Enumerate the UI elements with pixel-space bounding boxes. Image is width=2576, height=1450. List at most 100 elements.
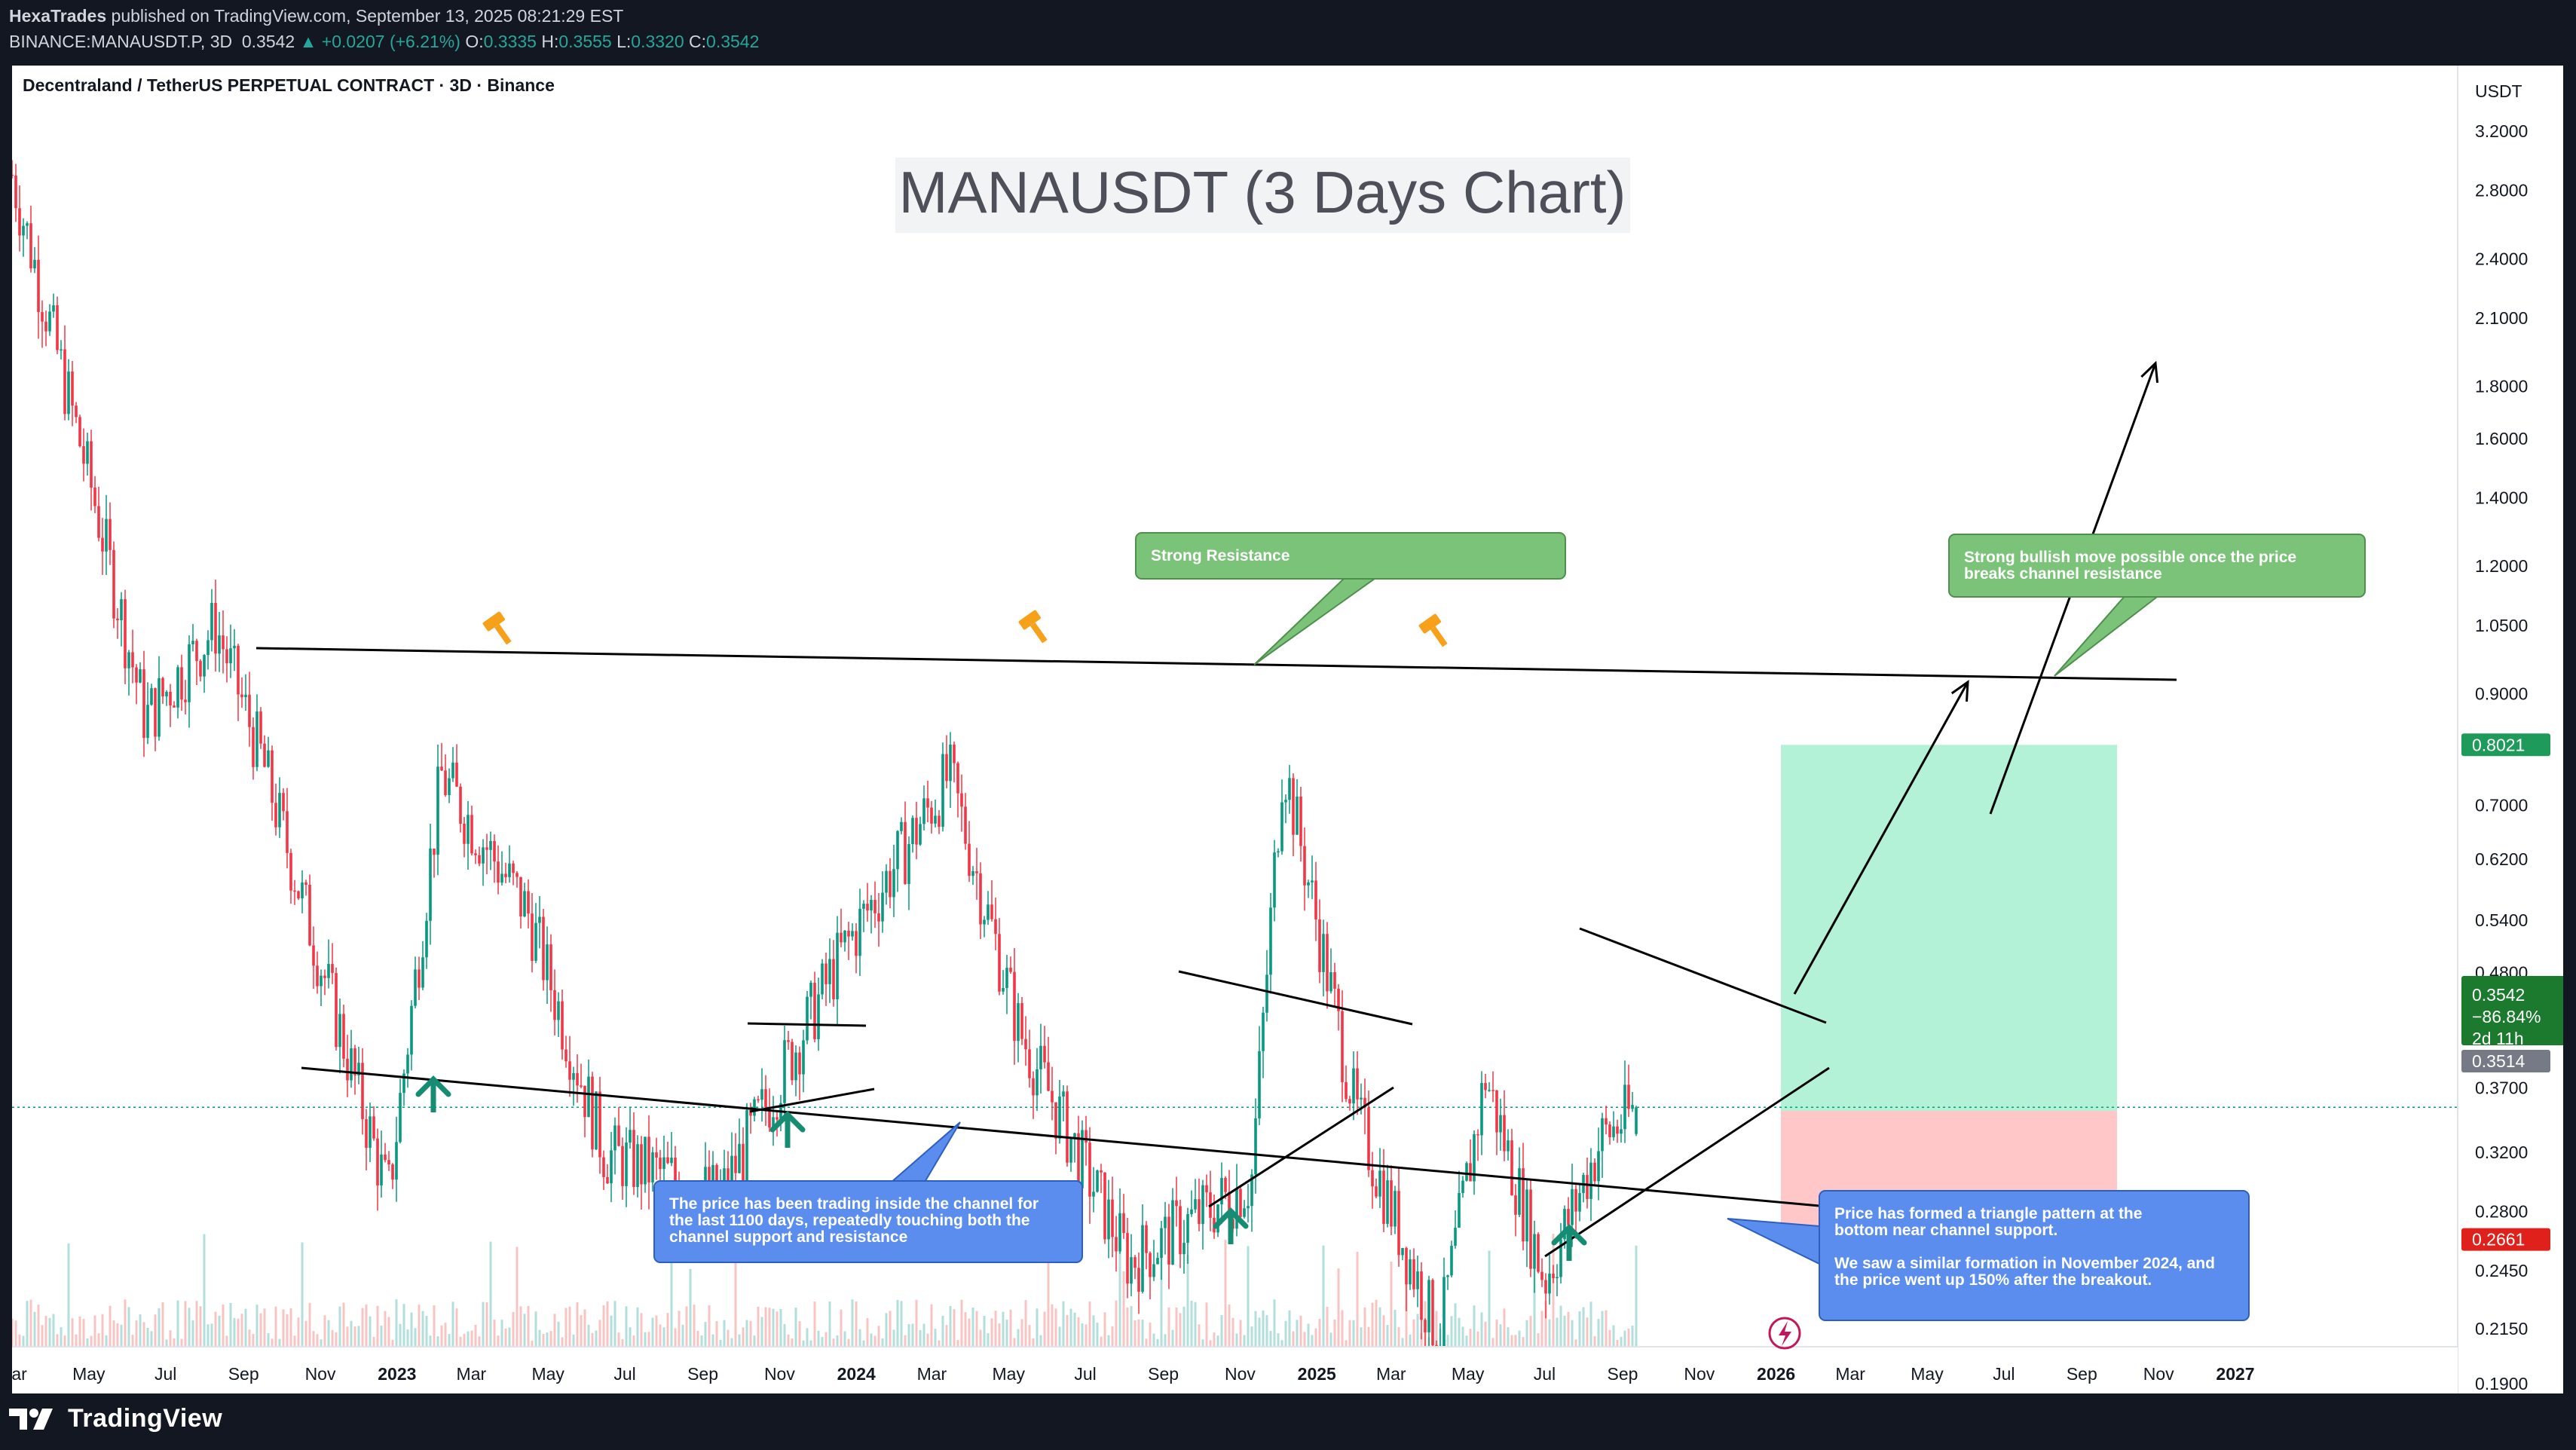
- publish-info: HexaTrades published on TradingView.com,…: [9, 6, 623, 26]
- candle-body: [1164, 1216, 1167, 1228]
- time-axis[interactable]: [12, 1347, 2458, 1393]
- candle-body: [218, 635, 221, 654]
- volume-bar: [1510, 1335, 1513, 1347]
- volume-bar: [760, 1317, 763, 1347]
- volume-bar: [745, 1320, 748, 1347]
- chart-title-box: [895, 158, 1630, 233]
- volume-bar: [440, 1325, 443, 1347]
- volume-bar: [467, 1331, 470, 1347]
- triangle-2024-upper-line[interactable]: [1178, 970, 1413, 1026]
- open-label: O:: [465, 32, 484, 51]
- candle-body: [632, 1130, 635, 1188]
- candle-body: [440, 766, 443, 771]
- volume-bar: [1299, 1315, 1302, 1347]
- range-top-line[interactable]: [747, 1022, 867, 1027]
- low-label: L:: [616, 32, 632, 51]
- candle-body: [1360, 1097, 1363, 1100]
- candle-body: [361, 1063, 364, 1120]
- candle-body: [1081, 1130, 1084, 1188]
- chart-frame[interactable]: Strong Resistance The price has been trad…: [12, 66, 2563, 1393]
- volume-bar: [1488, 1250, 1491, 1347]
- range-bottom-line[interactable]: [749, 1088, 875, 1113]
- candle-body: [1401, 1248, 1404, 1256]
- candle-body: [1333, 971, 1336, 989]
- candle-body: [1009, 968, 1012, 972]
- chart-svg[interactable]: Strong Resistance The price has been trad…: [12, 66, 2563, 1393]
- volume-bar: [1020, 1319, 1023, 1347]
- candle-body: [1409, 1259, 1412, 1285]
- lightning-icon[interactable]: [1768, 1317, 1801, 1350]
- volume-bar: [674, 1328, 677, 1347]
- candle-body: [990, 904, 993, 919]
- candle-body: [1250, 1174, 1253, 1207]
- candle-body: [1058, 1096, 1061, 1139]
- triangle-2025-upper-line[interactable]: [1579, 927, 1827, 1024]
- volume-bar: [553, 1314, 556, 1347]
- profit-zone[interactable]: [1781, 745, 2117, 1111]
- candle-body: [455, 762, 458, 787]
- triangle-note-callout[interactable]: Price has formed a triangle pattern at t…: [1727, 1190, 2250, 1321]
- triangle-2025-lower-line[interactable]: [1544, 1066, 1830, 1258]
- candle-body: [139, 669, 142, 683]
- candle-body: [278, 793, 281, 827]
- candle-body: [1013, 971, 1016, 1042]
- time-tick-label: Mar: [12, 1364, 27, 1384]
- volume-bar: [629, 1327, 632, 1347]
- tradingview-logo-icon: [9, 1408, 53, 1430]
- volume-bar: [29, 1299, 32, 1347]
- price-axis-unit: USDT: [2475, 81, 2522, 101]
- volume-bar: [184, 1301, 187, 1347]
- candle-body: [613, 1125, 616, 1151]
- high-label: H:: [541, 32, 559, 51]
- strong-resistance-callout[interactable]: Strong Resistance: [1135, 532, 1566, 665]
- candle-body: [625, 1143, 628, 1186]
- volume-bar: [1476, 1331, 1479, 1347]
- support-touch-arrow-icon: [1551, 1224, 1587, 1261]
- candle-body: [568, 1061, 571, 1080]
- candle-body: [1149, 1253, 1152, 1277]
- volume-bar: [1198, 1324, 1201, 1347]
- candle-body: [467, 815, 470, 844]
- volume-bar: [1115, 1300, 1118, 1347]
- volume-bar: [369, 1316, 372, 1347]
- time-tick-label: Jul: [613, 1364, 635, 1384]
- volume-bar: [218, 1315, 221, 1347]
- candle-body: [877, 913, 880, 922]
- candle-body: [406, 1054, 409, 1074]
- volume-bar: [960, 1299, 963, 1347]
- time-tick-label: Mar: [1835, 1364, 1865, 1384]
- candle-body: [1522, 1168, 1525, 1242]
- channel-resistance-line[interactable]: [255, 647, 2177, 681]
- volume-bar: [33, 1311, 36, 1347]
- volume-bar: [387, 1317, 390, 1347]
- projection-arrow-1[interactable]: [1793, 679, 1969, 995]
- volume-bar: [851, 1299, 854, 1347]
- channel-note-callout[interactable]: The price has been trading inside the ch…: [653, 1121, 1083, 1263]
- candle-body: [282, 793, 285, 812]
- candle-body: [704, 1167, 707, 1188]
- volume-bar: [1458, 1317, 1461, 1347]
- volume-bar: [316, 1334, 319, 1347]
- candle-body: [365, 1119, 368, 1149]
- tradingview-logo[interactable]: TradingView: [9, 1404, 222, 1433]
- open-value: 0.3335: [483, 32, 537, 51]
- candle-body: [1616, 1126, 1619, 1134]
- volume-bar: [1247, 1246, 1250, 1347]
- price-axis[interactable]: [2458, 66, 2563, 1393]
- volume-bar: [896, 1299, 899, 1347]
- chart-title: MANAUSDT (3 Days Chart): [898, 159, 1626, 225]
- price-tick-label: 0.3200: [2475, 1143, 2528, 1162]
- candle-body: [259, 711, 262, 744]
- volume-bar: [523, 1314, 526, 1347]
- candle-body: [1499, 1115, 1502, 1133]
- target-price-label-text: 0.8021: [2472, 735, 2525, 754]
- candle-body: [866, 904, 869, 911]
- volume-bar: [271, 1338, 274, 1347]
- author-name[interactable]: HexaTrades: [9, 6, 107, 26]
- channel-support-line[interactable]: [301, 1066, 1837, 1209]
- price-tick-label: 0.2150: [2475, 1319, 2528, 1338]
- candle-body: [1491, 1090, 1495, 1091]
- volume-bar: [591, 1332, 594, 1347]
- triangle-2024-lower-line[interactable]: [1208, 1086, 1394, 1208]
- bullish-note-callout[interactable]: Strong bullish move possible once the pr…: [1948, 534, 2366, 677]
